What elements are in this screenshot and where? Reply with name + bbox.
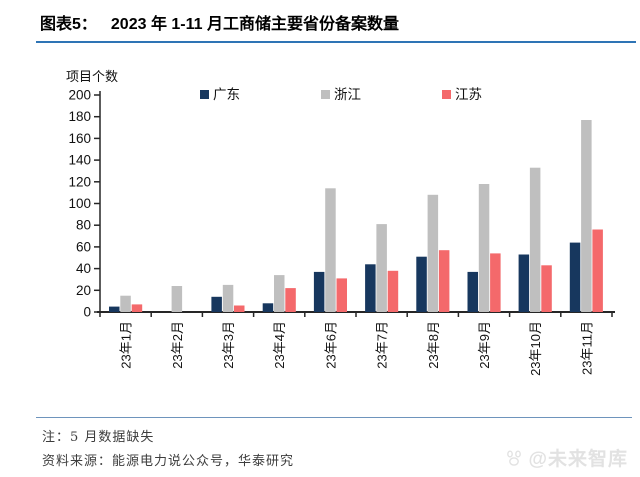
y-tick-label: 200	[68, 88, 91, 103]
figure-label: 图表5：	[40, 16, 97, 33]
legend-swatch-广东	[200, 90, 209, 99]
bar-浙江-23年4月	[274, 275, 285, 312]
bar-浙江-23年7月	[376, 224, 387, 312]
legend-label-江苏: 江苏	[455, 87, 482, 102]
bar-广东-23年4月	[262, 303, 274, 312]
chart-source: 资料来源：能源电力说公众号，华泰研究	[42, 454, 295, 469]
legend-label-浙江: 浙江	[334, 87, 361, 102]
x-tick-label: 23年1月	[119, 321, 134, 369]
y-tick-label: 180	[68, 109, 91, 124]
y-tick-label: 0	[83, 305, 91, 320]
y-tick-label: 160	[68, 131, 91, 146]
chart-note: 注：5 月数据缺失	[42, 430, 155, 445]
x-tick-label: 23年9月	[477, 321, 492, 369]
bar-广东-23年10月	[518, 254, 530, 312]
footer-divider	[36, 417, 632, 418]
bar-浙江-23年1月	[120, 295, 131, 312]
x-tick-label: 23年6月	[323, 321, 338, 369]
watermark-text: @未来智库	[528, 449, 628, 470]
x-tick-label: 23年7月	[375, 321, 390, 369]
bar-广东-23年9月	[467, 271, 478, 312]
bar-浙江-23年8月	[427, 194, 439, 312]
bar-浙江-23年9月	[478, 184, 490, 312]
bar-江苏-23年9月	[490, 253, 501, 312]
y-axis-title: 项目个数	[66, 69, 118, 84]
x-tick-label: 23年3月	[221, 321, 236, 369]
y-tick-label: 100	[68, 196, 91, 211]
bar-浙江-23年2月	[171, 286, 183, 312]
figure-title: 2023 年 1-11 月工商储主要省份备案数量	[110, 16, 399, 33]
y-tick-label: 60	[76, 239, 91, 254]
watermark: @未来智库	[504, 444, 628, 471]
bar-江苏-23年3月	[234, 305, 245, 312]
bar-广东-23年6月	[313, 271, 325, 312]
legend-swatch-浙江	[321, 90, 330, 99]
y-tick-label: 140	[68, 153, 91, 168]
y-tick-label: 80	[76, 218, 91, 233]
bar-江苏-23年1月	[131, 304, 143, 312]
x-tick-label: 23年4月	[272, 321, 287, 369]
chart-area: 项目个数广东 浙江 江苏 0 20 40 60 80 100 120 140 160 180 200 23年…	[0, 55, 640, 410]
y-tick-label: 20	[76, 283, 91, 298]
bar-浙江-23年3月	[222, 284, 234, 312]
bar-浙江-23年10月	[529, 167, 541, 312]
bar-广东-23年11月	[569, 242, 581, 312]
bar-江苏-23年8月	[438, 250, 450, 312]
legend-swatch-江苏	[442, 90, 451, 99]
x-tick-label: 23年11月	[579, 321, 594, 375]
y-tick-label: 40	[76, 261, 91, 276]
bar-江苏-23年4月	[285, 288, 296, 312]
bar-广东-23年7月	[365, 264, 376, 312]
bar-浙江-23年11月	[581, 120, 592, 312]
bar-浙江-23年6月	[325, 188, 336, 312]
bar-江苏-23年10月	[541, 265, 552, 312]
y-tick-label: 120	[68, 174, 91, 189]
bar-广东-23年1月	[109, 306, 120, 312]
bar-江苏-23年6月	[336, 278, 347, 312]
x-tick-label: 23年8月	[426, 321, 441, 369]
x-tick-label: 23年2月	[170, 321, 185, 369]
bar-广东-23年3月	[211, 296, 222, 312]
bar-江苏-23年11月	[592, 229, 603, 312]
paw-icon	[507, 450, 522, 466]
bar-广东-23年8月	[416, 256, 427, 312]
legend-label-广东: 广东	[213, 87, 240, 102]
chart-header: 图表5： 2023 年 1-11 月工商储主要省份备案数量	[36, 8, 636, 43]
x-tick-label: 23年10月	[528, 321, 543, 376]
bar-江苏-23年7月	[387, 270, 399, 312]
